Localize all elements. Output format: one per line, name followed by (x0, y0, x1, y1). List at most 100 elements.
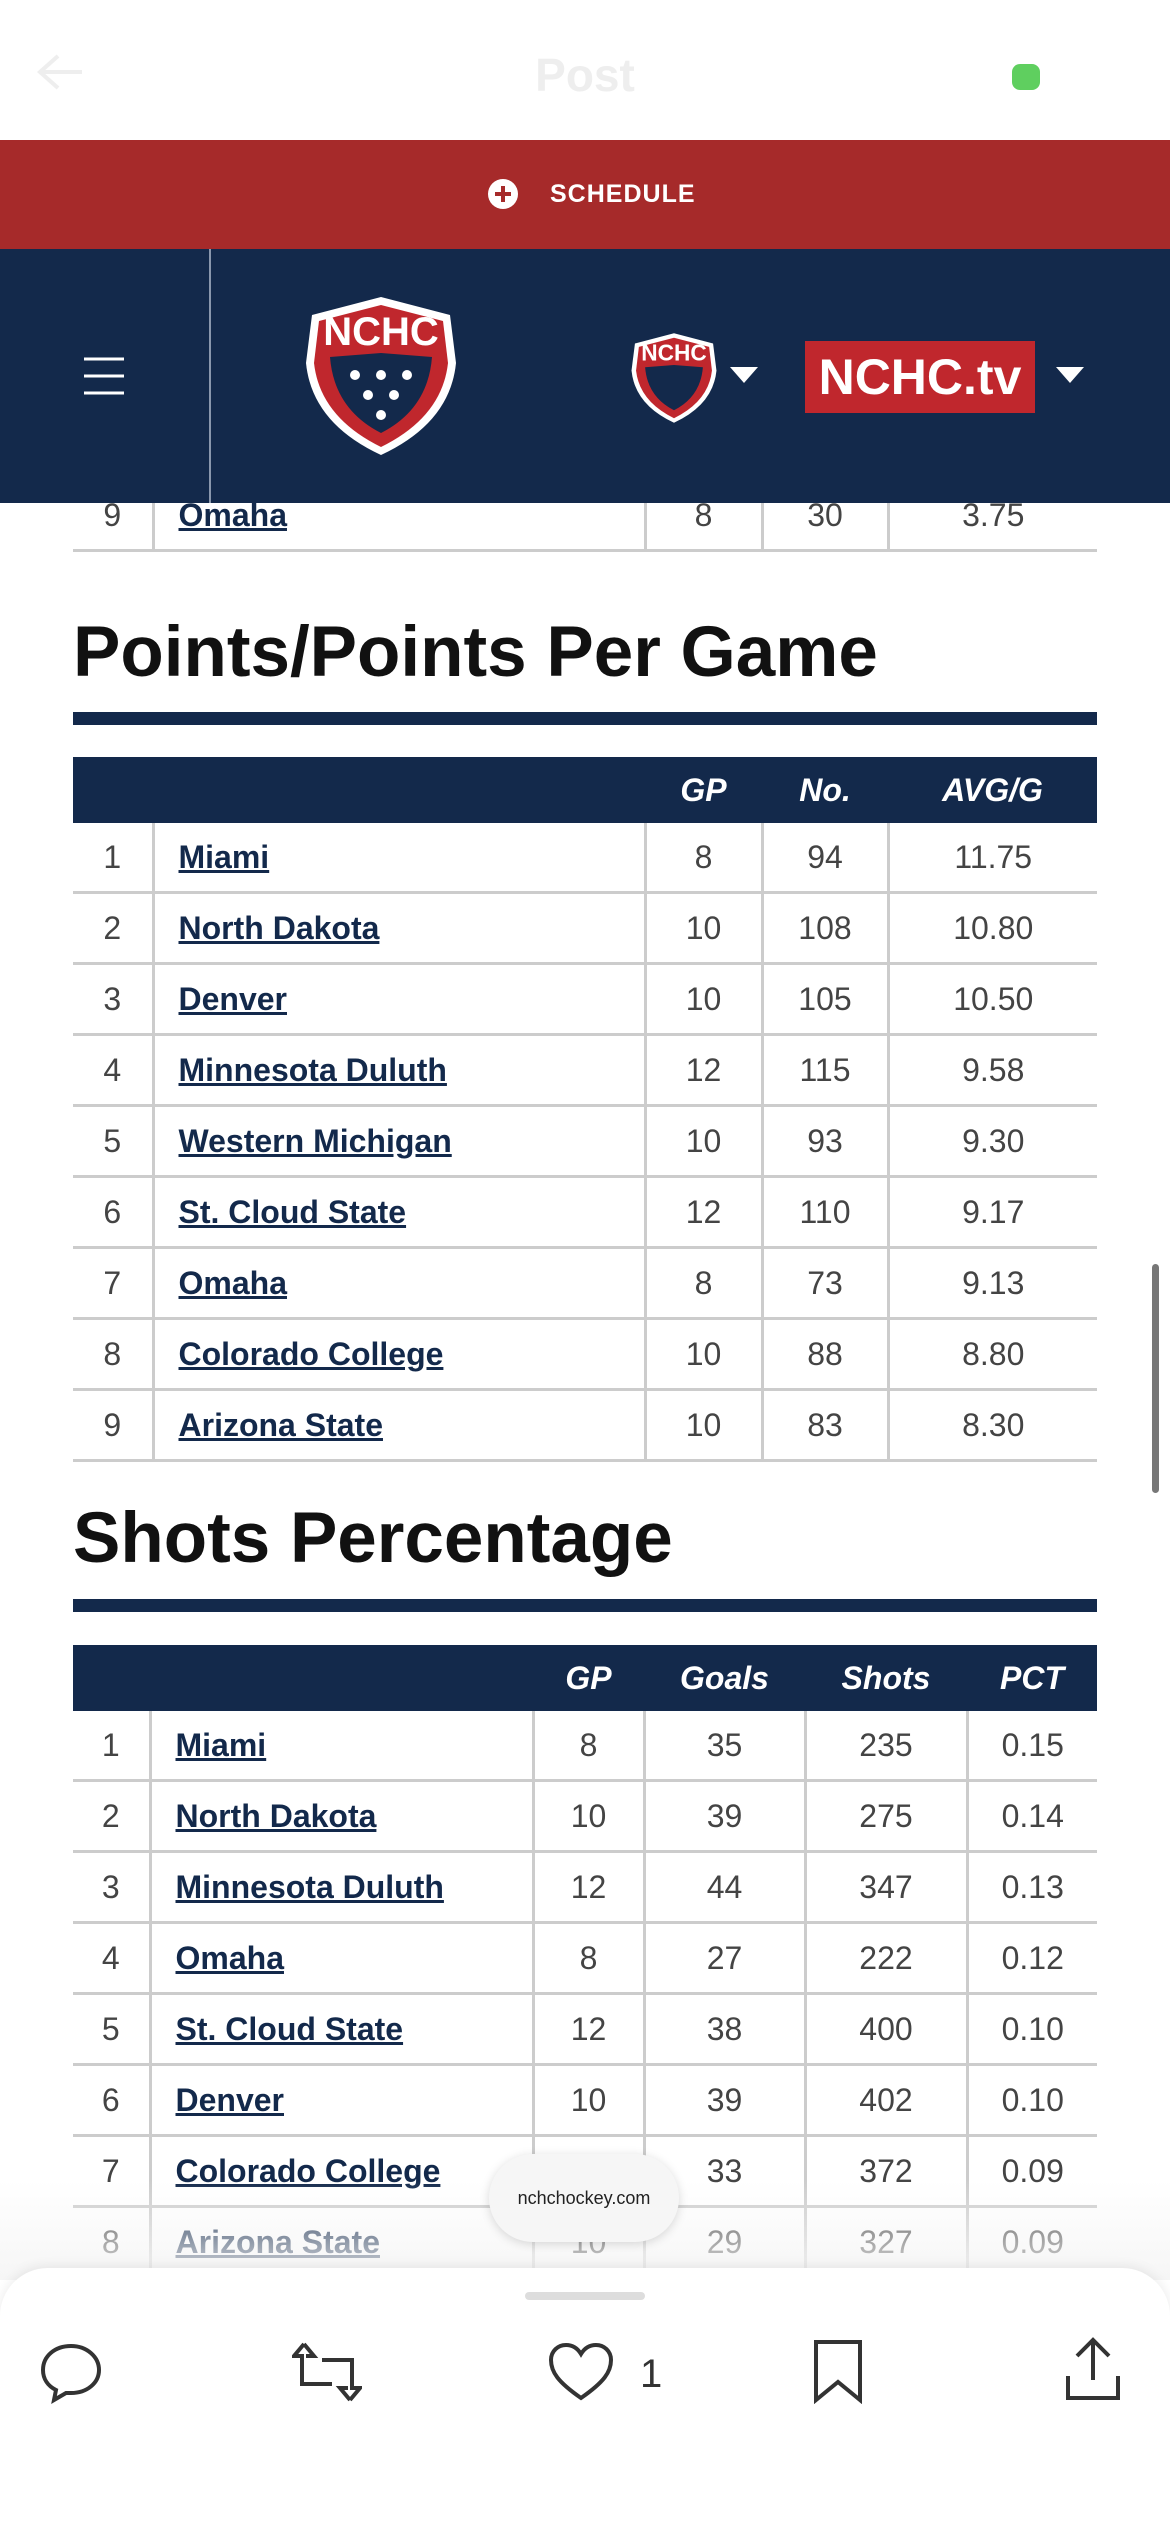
cell: 0.13 (967, 1851, 1097, 1924)
section-rule (73, 712, 1097, 725)
cell: 9.13 (888, 1247, 1097, 1320)
cell: 347 (805, 1851, 969, 1924)
cell: 400 (805, 1993, 969, 2066)
caret[interactable] (1056, 367, 1084, 385)
section-rule (73, 1599, 1097, 1612)
caret[interactable] (730, 367, 758, 385)
tv-logo[interactable]: NCHC.tv (805, 341, 1035, 413)
cell: 7 (73, 1247, 153, 1320)
cell: 10 (533, 2064, 646, 2137)
bookmark-icon[interactable] (812, 2338, 864, 2404)
table-row: 4 Omaha 8 27 222 0.12 (73, 1922, 1097, 1995)
plus-icon (488, 179, 518, 209)
schedule-label: SCHEDULE (550, 180, 696, 208)
team-link[interactable]: Omaha (148, 1922, 535, 1995)
team-link[interactable]: Minnesota Duluth (151, 1034, 647, 1107)
table-row: 9 Arizona State 10 83 8.30 (73, 1389, 1097, 1462)
header-cell (150, 1645, 533, 1711)
cell: 0.12 (967, 1922, 1097, 1995)
menu-icon[interactable] (84, 356, 124, 396)
reply-icon[interactable] (38, 2340, 104, 2404)
cell: 44 (644, 1851, 807, 1924)
cell: 9.30 (888, 1105, 1097, 1178)
cell: 8 (73, 1318, 153, 1391)
team-link[interactable]: Western Michigan (151, 1105, 647, 1178)
team-link[interactable]: Omaha (151, 1247, 647, 1320)
header-cell (153, 757, 645, 823)
cell: 10 (533, 1780, 646, 1853)
like-count: 1 (640, 2352, 663, 2396)
logo[interactable]: NCHC (300, 293, 462, 459)
cell: 12 (533, 1993, 646, 2066)
cell: 83 (762, 1389, 890, 1462)
cell: 275 (805, 1780, 969, 1853)
cell: 222 (805, 1922, 969, 1995)
cell: 6 (73, 1176, 153, 1249)
cell: 235 (805, 1711, 969, 1782)
table-row: 2 North Dakota 10 108 10.80 (73, 892, 1097, 965)
title: Post (535, 49, 635, 101)
cell: 8 (645, 1247, 764, 1320)
logo-text: NCHC (323, 310, 439, 354)
cell: 2 (73, 1780, 150, 1853)
team-link[interactable]: Arizona State (151, 1389, 647, 1462)
team-link[interactable]: Colorado College (151, 1318, 647, 1391)
table-row: 5 Western Michigan 10 93 9.30 (73, 1105, 1097, 1178)
cell: 110 (762, 1176, 890, 1249)
schedule-banner[interactable]: SCHEDULE (0, 140, 1170, 249)
scroll-indicator (1152, 1264, 1159, 1493)
cell: 10.50 (888, 963, 1097, 1036)
cell: 0.15 (967, 1711, 1097, 1782)
small-logo[interactable]: NCHC (628, 331, 720, 425)
cell: 73 (762, 1247, 890, 1320)
cell: 27 (644, 1922, 807, 1995)
cell: 10 (645, 1105, 764, 1178)
cell: 10.80 (888, 892, 1097, 965)
cell: 35 (644, 1711, 807, 1782)
cell: 4 (73, 1922, 150, 1995)
team-link[interactable]: Minnesota Duluth (148, 1851, 535, 1924)
cell: 1 (73, 823, 153, 894)
cell: 11.75 (888, 823, 1097, 894)
cell: 8.80 (888, 1318, 1097, 1391)
url-toast[interactable]: nchchockey.com (489, 2154, 679, 2242)
team-link[interactable]: St. Cloud State (151, 1176, 647, 1249)
table-row: 1 Miami 8 35 235 0.15 (73, 1711, 1097, 1782)
team-link[interactable]: Miami (151, 823, 647, 894)
like-icon[interactable] (548, 2342, 614, 2402)
cell: 10 (645, 892, 764, 965)
cell: 0.14 (967, 1780, 1097, 1853)
team-link[interactable]: North Dakota (148, 1780, 535, 1853)
cell: 93 (762, 1105, 890, 1178)
team-link[interactable]: North Dakota (151, 892, 647, 965)
site-header: NCHC NCHC NCHC.tv (0, 249, 1170, 503)
table-row: 6 Denver 10 39 402 0.10 (73, 2064, 1097, 2137)
cell: 0.10 (967, 2064, 1097, 2137)
status-pill (1012, 64, 1040, 90)
stats-table: GP No. AVG/G 1 Miami 8 94 11.75 2 North Dakota 10 1… (73, 757, 1097, 1462)
table-row: 3 Minnesota Duluth 12 44 347 0.13 (73, 1851, 1097, 1924)
repost-icon[interactable] (292, 2340, 362, 2404)
section-title: Shots Percentage (73, 1499, 673, 1578)
handle (525, 2292, 645, 2300)
back-arrow[interactable] (36, 52, 86, 92)
cell: 39 (644, 2064, 807, 2137)
share-icon[interactable] (1064, 2336, 1122, 2402)
team-link[interactable]: Denver (148, 2064, 535, 2137)
table-row: 8 Colorado College 10 88 8.80 (73, 1318, 1097, 1391)
cell: 3 (73, 1851, 150, 1924)
team-link[interactable]: St. Cloud State (148, 1993, 535, 2066)
team-link[interactable]: Miami (148, 1711, 535, 1782)
table-row: 2 North Dakota 10 39 275 0.14 (73, 1780, 1097, 1853)
cell: 108 (762, 892, 890, 965)
cell: 115 (762, 1034, 890, 1107)
cell: 88 (762, 1318, 890, 1391)
cell: 0.10 (967, 1993, 1097, 2066)
cell: 9 (73, 1389, 153, 1462)
cell: 12 (645, 1034, 764, 1107)
header-cell: GP (533, 1645, 644, 1711)
cell: 6 (73, 2064, 150, 2137)
team-link[interactable]: Denver (151, 963, 647, 1036)
